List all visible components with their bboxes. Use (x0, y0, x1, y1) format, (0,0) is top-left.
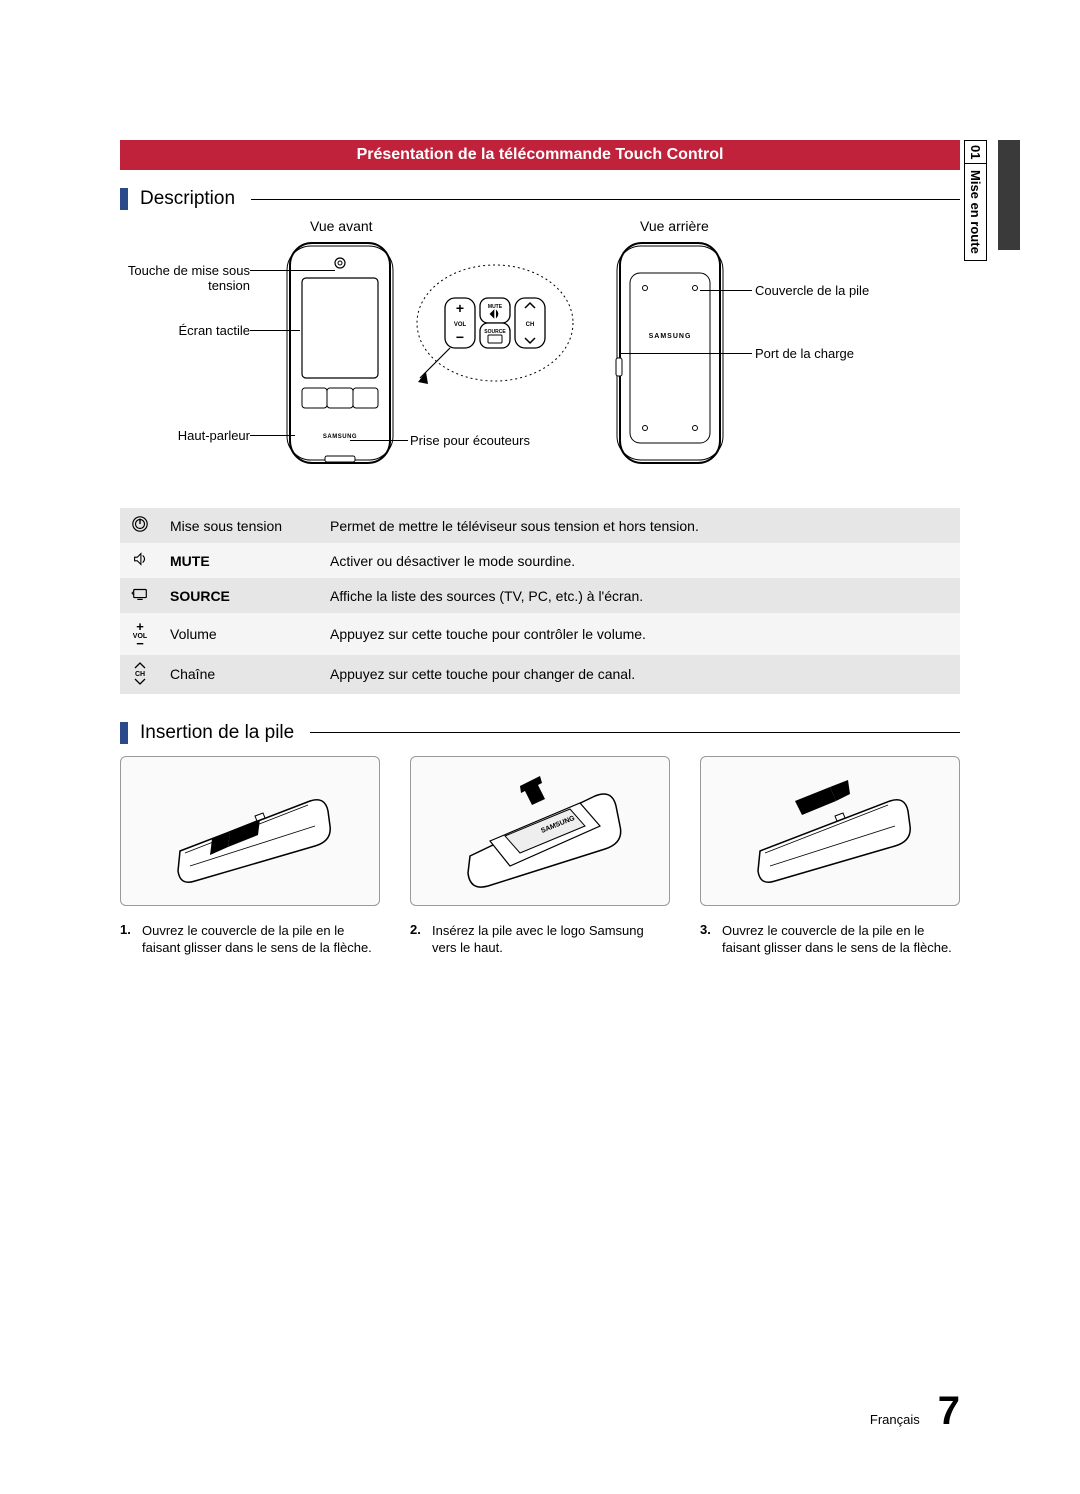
table-row: SOURCE Affiche la liste des sources (TV,… (120, 578, 960, 613)
footer-language: Français (870, 1412, 920, 1427)
page: 01 Mise en route Présentation de la télé… (0, 0, 1080, 1494)
callout-power: Touche de mise sous tension (120, 263, 250, 293)
step-text: Ouvrez le couvercle de la pile en le fai… (722, 922, 960, 957)
battery-step: SAMSUNG 2. Insérez la pile avec le logo … (410, 756, 670, 957)
battery-step: 1. Ouvrez le couvercle de la pile en le … (120, 756, 380, 957)
chapter-number: 01 (964, 140, 987, 163)
chapter-label: Mise en route (964, 163, 987, 261)
callout-charge: Port de la charge (755, 346, 854, 361)
leader-line (250, 330, 300, 331)
button-name: Chaîne (160, 655, 320, 694)
source-icon (120, 578, 160, 613)
callout-speaker: Haut-parleur (120, 428, 250, 443)
callout-cover: Couvercle de la pile (755, 283, 869, 298)
section-bar (120, 722, 128, 744)
button-name: MUTE (160, 543, 320, 578)
button-desc: Affiche la liste des sources (TV, PC, et… (320, 578, 960, 613)
chapter-tab: 01 Mise en route (964, 140, 990, 261)
back-view-label: Vue arrière (640, 218, 709, 234)
leader-line (700, 290, 752, 291)
section-bar (120, 188, 128, 210)
svg-text:SAMSUNG: SAMSUNG (649, 333, 692, 340)
table-row: MUTE Activer ou désactiver le mode sourd… (120, 543, 960, 578)
button-desc: Appuyez sur cette touche pour changer de… (320, 655, 960, 694)
button-desc: Appuyez sur cette touche pour contrôler … (320, 613, 960, 655)
step-number: 3. (700, 922, 722, 957)
front-remote-illustration: SAMSUNG (280, 238, 400, 468)
battery-steps: 1. Ouvrez le couvercle de la pile en le … (120, 756, 960, 957)
table-row: CH Chaîne Appuyez sur cette touche pour … (120, 655, 960, 694)
section-rule (310, 732, 960, 733)
channel-icon: CH (120, 655, 160, 694)
battery-step: 3. Ouvrez le couvercle de la pile en le … (700, 756, 960, 957)
table-row: Mise sous tension Permet de mettre le té… (120, 508, 960, 543)
callout-earphone: Prise pour écouteurs (410, 433, 530, 448)
leader-line (620, 353, 752, 354)
thumb-tab (998, 140, 1020, 250)
step-number: 2. (410, 922, 432, 957)
page-footer: Français 7 (870, 1389, 960, 1434)
description-diagram: Vue avant Vue arrière SAMSUNG (120, 218, 960, 488)
zoom-bubble-illustration: + VOL − MUTE SOURCE CH (410, 258, 580, 408)
footer-page-number: 7 (938, 1389, 960, 1434)
front-view-label: Vue avant (310, 218, 373, 234)
section-rule (251, 199, 960, 200)
svg-text:SOURCE: SOURCE (484, 329, 506, 335)
svg-text:VOL: VOL (454, 322, 467, 328)
step-number: 1. (120, 922, 142, 957)
leader-line (250, 270, 335, 271)
mute-icon (120, 543, 160, 578)
volume-icon: + VOL − (120, 613, 160, 655)
svg-text:−: − (456, 329, 464, 345)
svg-text:MUTE: MUTE (488, 304, 503, 310)
section-title-battery: Insertion de la pile (140, 722, 294, 744)
leader-line (250, 435, 295, 436)
button-function-table: Mise sous tension Permet de mettre le té… (120, 508, 960, 694)
svg-text:+: + (456, 300, 464, 316)
button-name: Volume (160, 613, 320, 655)
battery-step-3-illustration (700, 756, 960, 906)
step-text: Ouvrez le couvercle de la pile en le fai… (142, 922, 380, 957)
banner-title: Présentation de la télécommande Touch Co… (120, 140, 960, 170)
battery-step-1-illustration (120, 756, 380, 906)
section-battery-heading: Insertion de la pile (120, 722, 960, 744)
callout-touchscreen: Écran tactile (120, 323, 250, 338)
table-row: + VOL − Volume Appuyez sur cette touche … (120, 613, 960, 655)
button-name: SOURCE (160, 578, 320, 613)
step-text: Insérez la pile avec le logo Samsung ver… (432, 922, 670, 957)
button-desc: Activer ou désactiver le mode sourdine. (320, 543, 960, 578)
section-title-description: Description (140, 188, 235, 210)
section-description-heading: Description (120, 188, 960, 210)
battery-step-2-illustration: SAMSUNG (410, 756, 670, 906)
button-desc: Permet de mettre le téléviseur sous tens… (320, 508, 960, 543)
svg-text:CH: CH (526, 322, 535, 328)
power-icon (120, 508, 160, 543)
leader-line (350, 440, 408, 441)
button-name: Mise sous tension (160, 508, 320, 543)
